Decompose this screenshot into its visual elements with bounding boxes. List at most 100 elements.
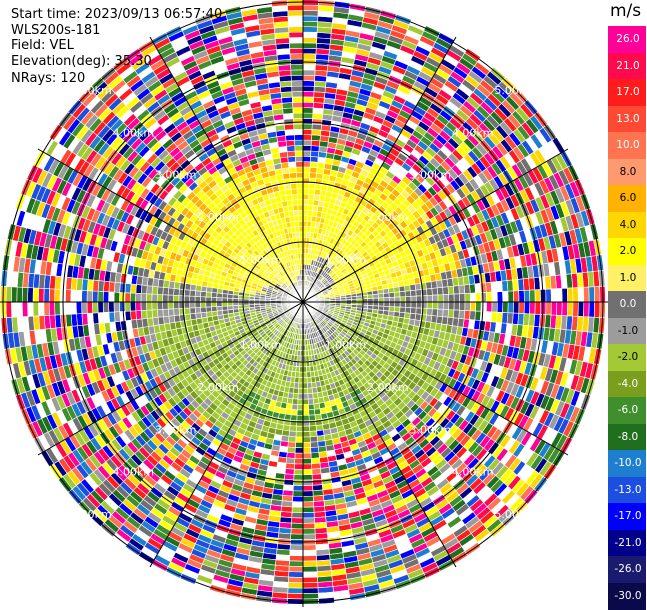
- range-gate: [22, 302, 28, 317]
- range-gate: [556, 302, 562, 316]
- range-gate: [295, 140, 303, 146]
- range-gate: [476, 302, 482, 311]
- range-gate: [529, 302, 535, 314]
- range-gate: [55, 302, 61, 315]
- range-gate: [310, 173, 317, 179]
- range-gate: [312, 468, 321, 474]
- range-gate: [303, 54, 316, 60]
- range-gate: [556, 288, 562, 302]
- range-gate: [481, 292, 487, 302]
- range-gate: [92, 291, 98, 302]
- range-gate: [459, 285, 465, 294]
- range-gate: [295, 156, 303, 162]
- range-gate: [449, 294, 455, 302]
- range-gate: [294, 135, 303, 141]
- range-gate: [290, 54, 303, 60]
- range-gate: [291, 70, 303, 76]
- range-gate: [303, 523, 315, 529]
- range-gate: [573, 288, 579, 302]
- range-gate: [454, 294, 460, 302]
- range-gate: [286, 135, 295, 141]
- range-gate: [303, 555, 317, 561]
- range-gate: [427, 309, 433, 316]
- range-gate: [486, 302, 492, 312]
- range-gate: [303, 226, 307, 231]
- range-gate: [519, 302, 525, 314]
- range-gate: [303, 577, 318, 583]
- range-gate: [303, 593, 319, 599]
- range-gate: [291, 75, 303, 81]
- range-gate: [303, 64, 315, 70]
- range-gate: [535, 290, 541, 302]
- range-gate: [389, 292, 395, 297]
- range-gate: [98, 291, 104, 302]
- range-gate: [464, 310, 470, 319]
- range-gate: [311, 140, 320, 146]
- range-gate: [293, 102, 303, 108]
- range-gate: [293, 480, 303, 486]
- range-gate: [551, 289, 557, 302]
- range-gate: [405, 296, 411, 302]
- range-gate: [303, 394, 308, 400]
- range-gate: [303, 469, 312, 475]
- range-gate: [303, 135, 312, 141]
- range-gate: [475, 283, 481, 293]
- range-gate: [307, 383, 312, 389]
- range-gate: [289, 555, 303, 561]
- range-gate: [432, 288, 438, 295]
- range-gate: [289, 43, 303, 49]
- range-gate: [76, 302, 82, 314]
- range-gate: [303, 10, 318, 16]
- range-gate: [459, 294, 465, 302]
- range-gate: [303, 91, 314, 97]
- range-gate: [295, 453, 303, 459]
- range-gate: [55, 289, 61, 302]
- range-gate: [437, 287, 443, 295]
- range-gate: [303, 21, 318, 27]
- range-gate: [82, 302, 88, 314]
- range-gate: [293, 118, 303, 124]
- range-gate: [303, 572, 317, 578]
- range-gate: [28, 288, 34, 302]
- range-gate: [310, 436, 318, 442]
- range-gate: [394, 307, 400, 312]
- range-gate: [114, 302, 120, 312]
- range-gate: [303, 140, 311, 146]
- range-gate: [290, 48, 303, 54]
- range-gate: [114, 292, 120, 302]
- range-gate: [524, 302, 530, 314]
- range-gate: [459, 302, 465, 310]
- range-gate: [411, 302, 417, 308]
- range-gate: [303, 404, 309, 410]
- range-gate: [303, 37, 317, 43]
- range-gate: [449, 302, 455, 310]
- range-gate: [303, 561, 317, 567]
- range-gate: [294, 469, 303, 475]
- range-gate: [293, 108, 303, 114]
- range-gate: [293, 113, 303, 119]
- range-gate: [289, 572, 303, 578]
- range-gate: [594, 302, 600, 318]
- range-gate: [303, 528, 315, 534]
- range-gate: [309, 409, 315, 415]
- range-gate: [567, 288, 573, 302]
- range-gate: [119, 292, 125, 302]
- range-gate: [313, 398, 319, 404]
- range-gate: [87, 302, 93, 313]
- range-gate: [82, 290, 88, 302]
- range-gate: [303, 102, 313, 108]
- range-gate: [303, 156, 311, 162]
- range-gate: [411, 296, 417, 302]
- range-gate: [303, 205, 308, 211]
- range-gate: [289, 566, 303, 572]
- range-gate: [38, 288, 44, 302]
- range-gate: [310, 156, 318, 162]
- range-gate: [303, 162, 310, 168]
- range-gate: [303, 32, 317, 38]
- range-gate: [325, 439, 333, 446]
- range-gate: [443, 309, 449, 317]
- range-gate: [125, 311, 131, 321]
- range-gate: [290, 550, 303, 556]
- range-gate: [317, 162, 325, 168]
- range-gate: [17, 287, 23, 302]
